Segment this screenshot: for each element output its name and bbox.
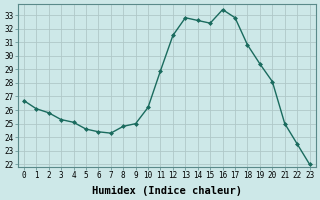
X-axis label: Humidex (Indice chaleur): Humidex (Indice chaleur) — [92, 186, 242, 196]
